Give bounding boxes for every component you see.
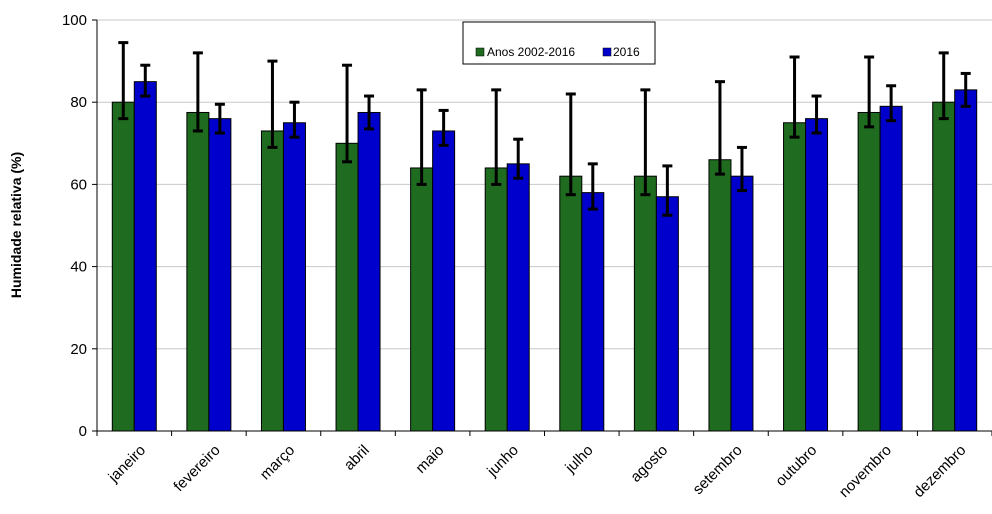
- error-bar-series-1-junho: [491, 88, 502, 186]
- error-bar-series-2-janeiro: [140, 63, 151, 98]
- bar-series-1-julho: [559, 175, 583, 432]
- x-tick-label-novembro: novembro: [836, 442, 895, 501]
- x-tick-label-junho: junho: [483, 442, 522, 481]
- legend-swatch-series-2: [602, 47, 612, 57]
- error-bar-series-1-março: [267, 59, 278, 149]
- x-tick-labels: janeiro fevereiro março abril maio junho julho…: [105, 442, 970, 501]
- error-bar-series-1-dezembro: [938, 51, 949, 121]
- error-bar-series-1-abril: [342, 63, 353, 164]
- bar-series-2-dezembro: [954, 89, 978, 432]
- bar-series-2-janeiro: [133, 81, 157, 432]
- x-tick-label-maio: maio: [412, 442, 447, 477]
- error-bar-series-1-agosto: [640, 88, 651, 197]
- legend-label-series-2: 2016: [613, 45, 640, 59]
- error-bar-series-1-setembro: [714, 80, 725, 176]
- x-tick-label-março: março: [257, 442, 298, 483]
- x-tick-label-janeiro: janeiro: [105, 442, 150, 487]
- x-tick-label-abril: abril: [341, 442, 373, 474]
- bar-series-1-outubro: [783, 122, 807, 432]
- bar-series-1-agosto: [633, 175, 657, 432]
- bar-series-1-dezembro: [932, 101, 956, 432]
- y-tick-label: 100: [62, 12, 87, 29]
- bars: [111, 81, 978, 432]
- bar-series-2-junho: [506, 163, 530, 432]
- error-bar-series-2-agosto: [662, 164, 673, 217]
- error-bar-series-2-outubro: [811, 94, 822, 135]
- legend: Anos 2002-2016 2016: [462, 21, 656, 65]
- error-bar-series-2-maio: [438, 108, 449, 147]
- bar-series-1-abril: [335, 142, 359, 432]
- bar-series-1-junho: [484, 167, 508, 432]
- bar-series-2-agosto: [655, 196, 679, 432]
- bar-series-1-fevereiro: [186, 111, 210, 432]
- x-tick-label-dezembro: dezembro: [910, 442, 969, 501]
- error-bar-series-2-setembro: [736, 145, 747, 193]
- x-tick-label-setembro: setembro: [690, 442, 746, 498]
- y-tick-label: 0: [79, 423, 87, 440]
- bar-series-2-novembro: [879, 105, 903, 432]
- error-bars: [118, 41, 971, 217]
- x-tick-label-julho: julho: [561, 442, 596, 477]
- error-bar-series-1-janeiro: [118, 41, 129, 121]
- y-tick-label: 40: [70, 259, 87, 276]
- error-bar-series-1-fevereiro: [192, 51, 203, 133]
- error-bar-series-1-maio: [416, 88, 427, 186]
- bar-series-2-maio: [432, 130, 456, 432]
- bar-series-2-março: [282, 122, 306, 432]
- legend-box: [462, 21, 656, 65]
- y-tick-label: 60: [70, 176, 87, 193]
- error-bar-series-2-dezembro: [960, 71, 971, 108]
- error-bar-series-2-junho: [513, 137, 524, 180]
- y-tick-labels: 0 20 40 60 80 100: [62, 12, 87, 440]
- x-tick-label-fevereiro: fevereiro: [170, 442, 223, 495]
- bar-series-1-setembro: [708, 159, 732, 432]
- x-tick-label-agosto: agosto: [627, 442, 671, 486]
- error-bar-series-1-outubro: [789, 55, 800, 139]
- error-bar-series-2-novembro: [886, 84, 897, 123]
- bar-series-2-fevereiro: [208, 118, 232, 432]
- bar-series-2-abril: [357, 111, 381, 432]
- bar-series-1-março: [260, 130, 284, 432]
- gridlines: [97, 19, 992, 350]
- bar-series-2-setembro: [730, 175, 754, 432]
- legend-label-series-1: Anos 2002-2016: [487, 45, 575, 59]
- bar-series-1-maio: [410, 167, 434, 432]
- bar-series-1-janeiro: [111, 101, 135, 432]
- error-bar-series-2-fevereiro: [214, 102, 225, 135]
- axes: [92, 19, 992, 436]
- bar-series-1-novembro: [857, 111, 881, 432]
- error-bar-series-2-março: [289, 100, 300, 139]
- bar-series-2-outubro: [805, 118, 829, 432]
- bar-series-2-julho: [581, 192, 605, 432]
- error-bar-series-1-julho: [565, 92, 576, 197]
- x-tick-label-outubro: outubro: [772, 442, 820, 490]
- error-bar-series-2-julho: [587, 162, 598, 211]
- y-axis-label: Humidade relativa (%): [8, 152, 24, 298]
- error-bar-series-1-novembro: [864, 55, 875, 129]
- error-bar-series-2-abril: [364, 94, 375, 131]
- legend-swatch-series-1: [475, 47, 485, 57]
- y-tick-label: 20: [70, 341, 87, 358]
- y-tick-label: 80: [70, 94, 87, 111]
